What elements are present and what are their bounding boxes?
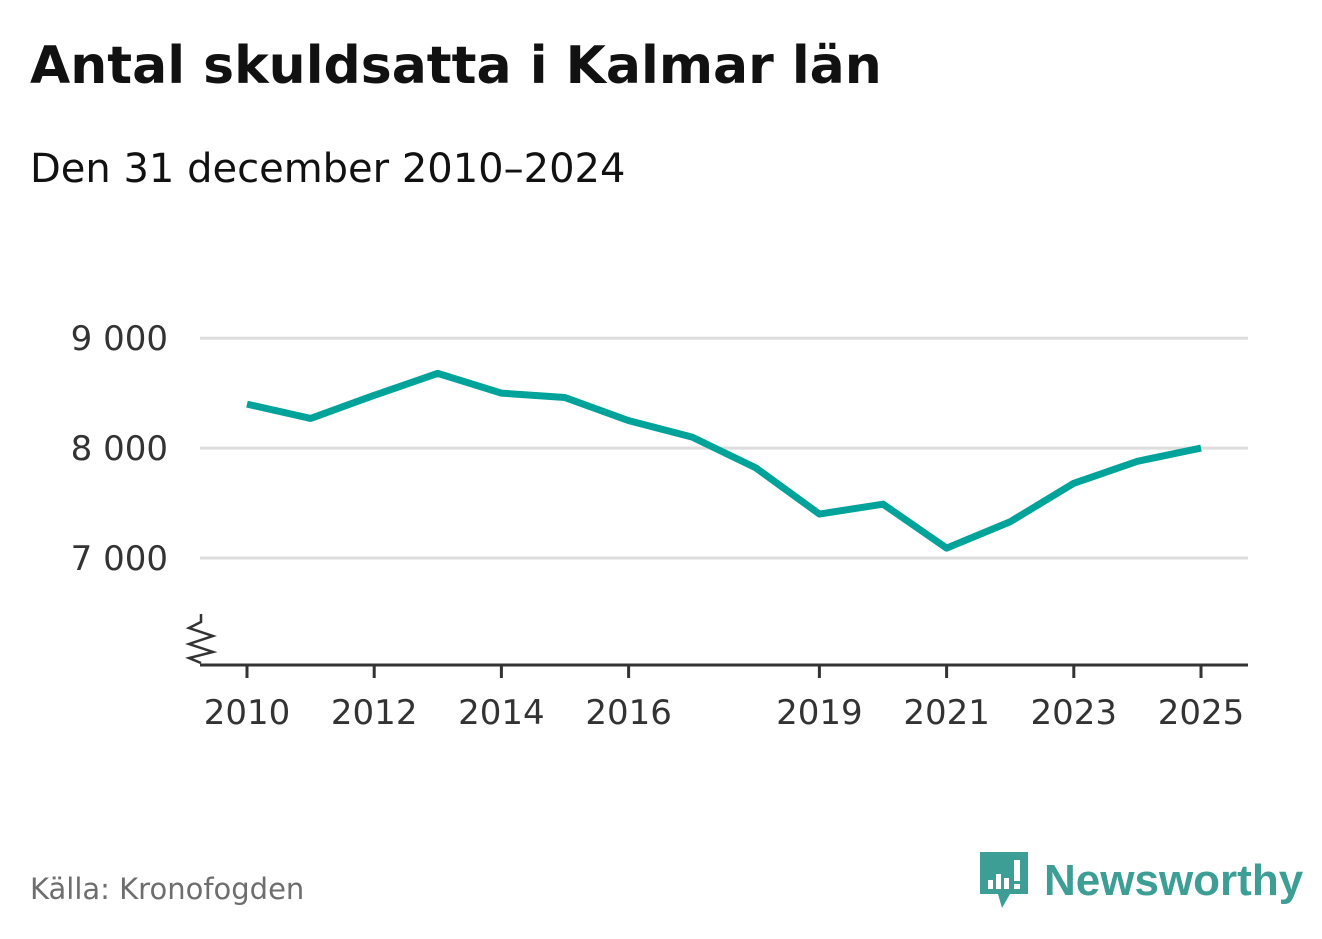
- chart-title: Antal skuldsatta i Kalmar län: [30, 36, 882, 96]
- y-tick-label-9000: 9 000: [71, 319, 168, 359]
- y-tick-label-8000: 8 000: [71, 429, 168, 469]
- series-line-0: [246, 369, 1202, 552]
- axis-break-icon: [185, 614, 218, 665]
- brand-logo: Newsworthy: [980, 850, 1303, 912]
- x-tick-label-2010: 2010: [204, 693, 291, 733]
- brand-name: Newsworthy: [1044, 856, 1304, 905]
- x-tick-label-2012: 2012: [331, 693, 418, 733]
- x-tick-label-2016: 2016: [585, 693, 672, 733]
- x-tick-label-2023: 2023: [1031, 693, 1118, 733]
- chart-subtitle: Den 31 december 2010–2024: [30, 146, 626, 192]
- x-tick-label-2025: 2025: [1158, 693, 1245, 733]
- x-tick-label-2014: 2014: [458, 693, 545, 733]
- source-note: Källa: Kronofogden: [30, 872, 305, 906]
- x-tick-label-2021: 2021: [903, 693, 990, 733]
- newsworthy-logo-icon: [980, 852, 1028, 908]
- x-tick-label-2019: 2019: [776, 693, 863, 733]
- y-tick-label-7000: 7 000: [71, 539, 168, 579]
